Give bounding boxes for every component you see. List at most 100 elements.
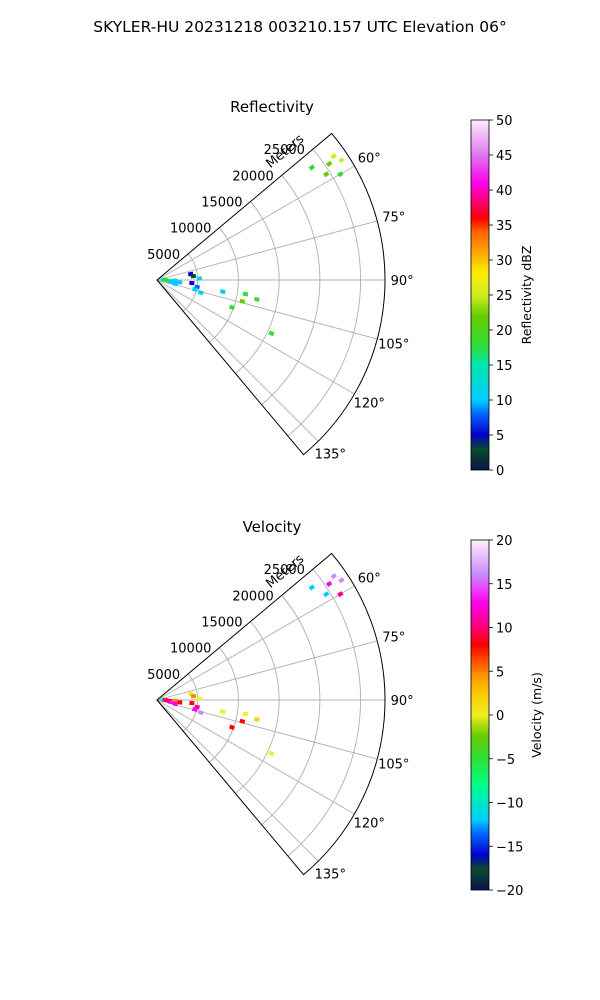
- azimuth-tick-label: 60°: [358, 151, 381, 166]
- colorbar-tick-label: 0: [496, 709, 504, 724]
- azimuth-gridline: [156, 165, 355, 281]
- range-ring: [287, 148, 362, 437]
- azimuth-gridline: [156, 279, 355, 395]
- echo-cell: [190, 693, 197, 699]
- echo-cell: [228, 304, 236, 311]
- reflectivity-panel: Reflectivity 500010000150002000025000Met…: [147, 98, 534, 479]
- velocity-colorbar: Velocity (m/s) −20 −15 −10 −5 0 5 10 15 20: [470, 534, 544, 899]
- range-tick-label: 25000: [264, 563, 305, 578]
- colorbar-tick-label: −10: [496, 797, 523, 812]
- echo-cell: [176, 700, 183, 705]
- colorbar-tick-label: 10: [496, 622, 513, 637]
- range-tick-label: 20000: [232, 169, 273, 184]
- reflectivity-title: Reflectivity: [230, 98, 314, 116]
- reflectivity-colorbar-label: Reflectivity dBZ: [519, 246, 534, 345]
- echo-cell: [242, 711, 249, 717]
- velocity-colorbar-label: Velocity (m/s): [529, 672, 544, 758]
- echo-cell: [308, 584, 316, 591]
- azimuth-tick-label: 135°: [315, 447, 346, 462]
- echo-cell: [325, 580, 333, 587]
- range-tick-label: 10000: [170, 222, 211, 237]
- echo-cell: [192, 706, 198, 713]
- echo-cell: [189, 280, 195, 286]
- colorbar-tick-label: 5: [496, 429, 504, 444]
- echo-cell: [228, 724, 236, 731]
- azimuth-tick-label: 105°: [378, 757, 409, 772]
- echo-cell: [189, 700, 195, 706]
- echo-cell: [239, 718, 246, 724]
- echo-cell: [167, 699, 174, 705]
- echo-cell: [167, 279, 174, 285]
- echo-cell: [192, 286, 198, 293]
- azimuth-gridline: [156, 279, 319, 442]
- colorbar-tick-label: 15: [496, 359, 513, 374]
- azimuth-tick-label: 75°: [382, 211, 405, 226]
- echo-cell: [323, 591, 330, 598]
- colorbar-tick-label: 20: [496, 324, 513, 339]
- colorbar-tick-label: 25: [496, 289, 513, 304]
- colorbar-tick-label: 50: [496, 114, 513, 129]
- range-ring: [209, 227, 239, 343]
- azimuth-gridline: [156, 279, 378, 340]
- range-ring: [235, 201, 280, 374]
- azimuth-gridline: [156, 699, 319, 862]
- azimuth-tick-label: 135°: [315, 867, 346, 882]
- colorbar-tick-label: −5: [496, 753, 515, 768]
- echo-cell: [337, 171, 344, 178]
- echo-cell: [172, 701, 179, 707]
- echo-cell: [197, 289, 204, 296]
- echo-cell: [172, 281, 179, 287]
- echo-cell: [325, 160, 333, 167]
- echo-cell: [197, 709, 204, 716]
- azimuth-tick-label: 90°: [391, 694, 414, 709]
- range-ring: [209, 647, 239, 763]
- echo-cell: [176, 280, 183, 285]
- echo-cell: [268, 750, 275, 757]
- reflectivity-colorbar: Reflectivity dBZ 0 5 10 15 20 25 30 35 40 45 50: [470, 114, 534, 479]
- azimuth-tick-label: 105°: [378, 337, 409, 352]
- colorbar-tick-label: −20: [496, 884, 523, 899]
- colorbar-tick-label: −15: [496, 840, 523, 855]
- colorbar-tick-label: 15: [496, 578, 513, 593]
- echo-cell: [254, 716, 260, 722]
- range-ring: [261, 595, 321, 826]
- echo-cell: [196, 276, 202, 281]
- colorbar-tick-label: 0: [496, 464, 504, 479]
- range-tick-label: 5000: [147, 668, 180, 683]
- velocity-colorbar-bar: [470, 539, 490, 891]
- range-tick-label: 10000: [170, 642, 211, 657]
- colorbar-tick-label: 5: [496, 665, 504, 680]
- sector-outline: [156, 552, 386, 876]
- velocity-title: Velocity: [243, 518, 302, 536]
- range-tick-label: 20000: [232, 589, 273, 604]
- azimuth-gridline: [156, 220, 378, 281]
- echo-cell: [308, 164, 316, 171]
- echo-cell: [242, 291, 249, 297]
- range-tick-label: 15000: [201, 615, 242, 630]
- echo-cell: [338, 157, 345, 164]
- colorbar-tick-label: 30: [496, 254, 513, 269]
- echo-cell: [323, 171, 330, 178]
- echo-cell: [254, 296, 260, 302]
- colorbar-tick-label: 20: [496, 534, 513, 549]
- echo-cell: [162, 698, 168, 702]
- range-tick-label: 5000: [147, 248, 180, 263]
- colorbar-tick-label: 10: [496, 394, 513, 409]
- range-tick-label: 25000: [264, 143, 305, 158]
- echo-cell: [338, 577, 345, 584]
- colorbar-tick-label: 45: [496, 149, 513, 164]
- echo-cell: [268, 330, 275, 337]
- echo-cell: [239, 298, 246, 304]
- colorbar-tick-label: 40: [496, 184, 513, 199]
- echo-cell: [337, 591, 344, 598]
- azimuth-tick-label: 90°: [391, 274, 414, 289]
- range-ring: [235, 621, 280, 794]
- azimuth-gridline: [156, 699, 378, 760]
- echo-cell: [330, 573, 337, 580]
- echo-cell: [330, 153, 337, 160]
- echo-cell: [219, 289, 226, 294]
